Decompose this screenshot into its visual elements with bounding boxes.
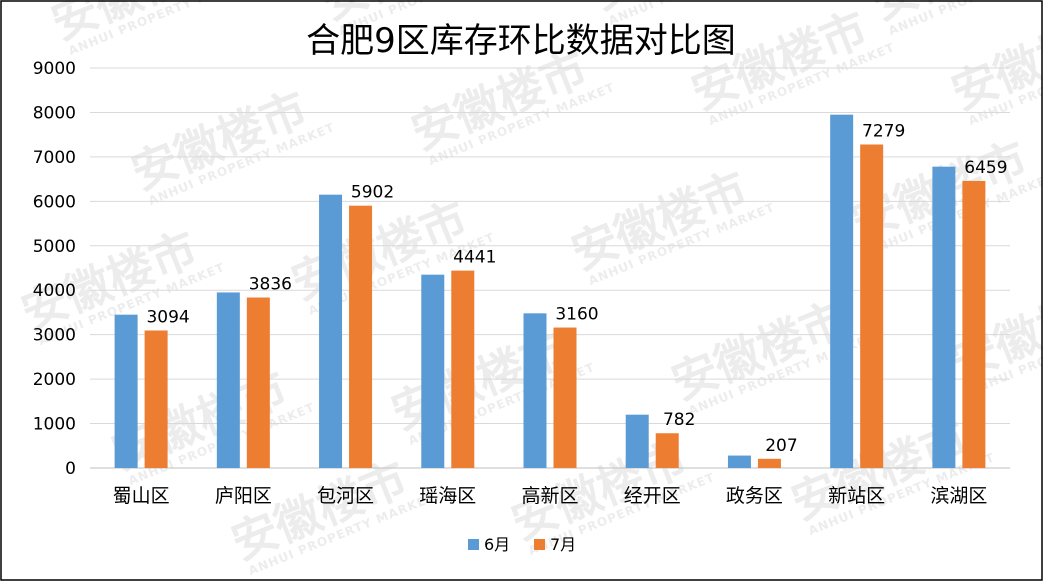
bar-6月 xyxy=(727,455,751,468)
y-tick-label: 4000 xyxy=(33,281,76,301)
bars xyxy=(114,114,986,469)
data-label: 7279 xyxy=(862,121,905,141)
labels: 0 1000 2000 3000 4000 5000 6000 7000 8000 9000 309… xyxy=(33,59,1008,507)
y-tick-label: 1000 xyxy=(33,415,76,435)
data-label: 3160 xyxy=(555,305,598,325)
data-label: 3836 xyxy=(249,275,292,295)
x-tick-label: 蜀山区 xyxy=(113,485,170,507)
data-label: 6459 xyxy=(964,158,1007,178)
y-tick-label: 7000 xyxy=(33,148,76,168)
chart-title: 合肥9区库存环比数据对比图 xyxy=(306,21,736,61)
x-tick-label: 新站区 xyxy=(828,485,885,507)
legend-swatch xyxy=(468,539,479,550)
legend-label: 6月 xyxy=(484,535,510,554)
data-label: 3094 xyxy=(146,307,189,327)
bar-7月 xyxy=(451,270,475,468)
bar-6月 xyxy=(523,313,547,468)
bar-7月 xyxy=(757,458,781,468)
legend-label: 7月 xyxy=(550,535,576,554)
y-tick-label: 6000 xyxy=(33,192,76,212)
bar-7月 xyxy=(860,144,884,468)
data-label: 5902 xyxy=(351,183,394,203)
bar-7月 xyxy=(962,180,986,468)
bar-6月 xyxy=(421,274,445,468)
gridlines xyxy=(90,67,1010,469)
x-tick-label: 高新区 xyxy=(521,485,578,507)
x-tick-label: 政务区 xyxy=(726,485,783,507)
x-tick-label: 经开区 xyxy=(624,485,681,507)
x-tick-label: 包河区 xyxy=(317,485,374,507)
bar-6月 xyxy=(319,194,343,468)
y-tick-label: 5000 xyxy=(33,237,76,257)
x-tick-label: 瑶海区 xyxy=(419,485,476,507)
bar-6月 xyxy=(625,414,649,468)
x-tick-label: 滨湖区 xyxy=(930,485,987,507)
bar-6月 xyxy=(932,166,956,468)
y-tick-label: 2000 xyxy=(33,370,76,390)
bar-7月 xyxy=(553,327,577,468)
bar-7月 xyxy=(349,205,373,468)
bar-6月 xyxy=(830,114,854,469)
data-label: 782 xyxy=(663,410,695,430)
legend-swatch xyxy=(534,539,545,550)
legend: 6月 7月 xyxy=(468,535,576,554)
y-tick-label: 9000 xyxy=(33,59,76,79)
data-label: 4441 xyxy=(453,248,496,268)
bar-6月 xyxy=(114,314,138,468)
y-tick-label: 0 xyxy=(65,459,76,479)
y-tick-label: 3000 xyxy=(33,326,76,346)
bar-6月 xyxy=(216,292,240,468)
x-tick-label: 庐阳区 xyxy=(215,485,272,507)
y-tick-label: 8000 xyxy=(33,103,76,123)
bar-7月 xyxy=(144,330,168,468)
bar-7月 xyxy=(246,297,270,468)
bar-7月 xyxy=(655,433,679,468)
data-label: 207 xyxy=(765,436,797,456)
